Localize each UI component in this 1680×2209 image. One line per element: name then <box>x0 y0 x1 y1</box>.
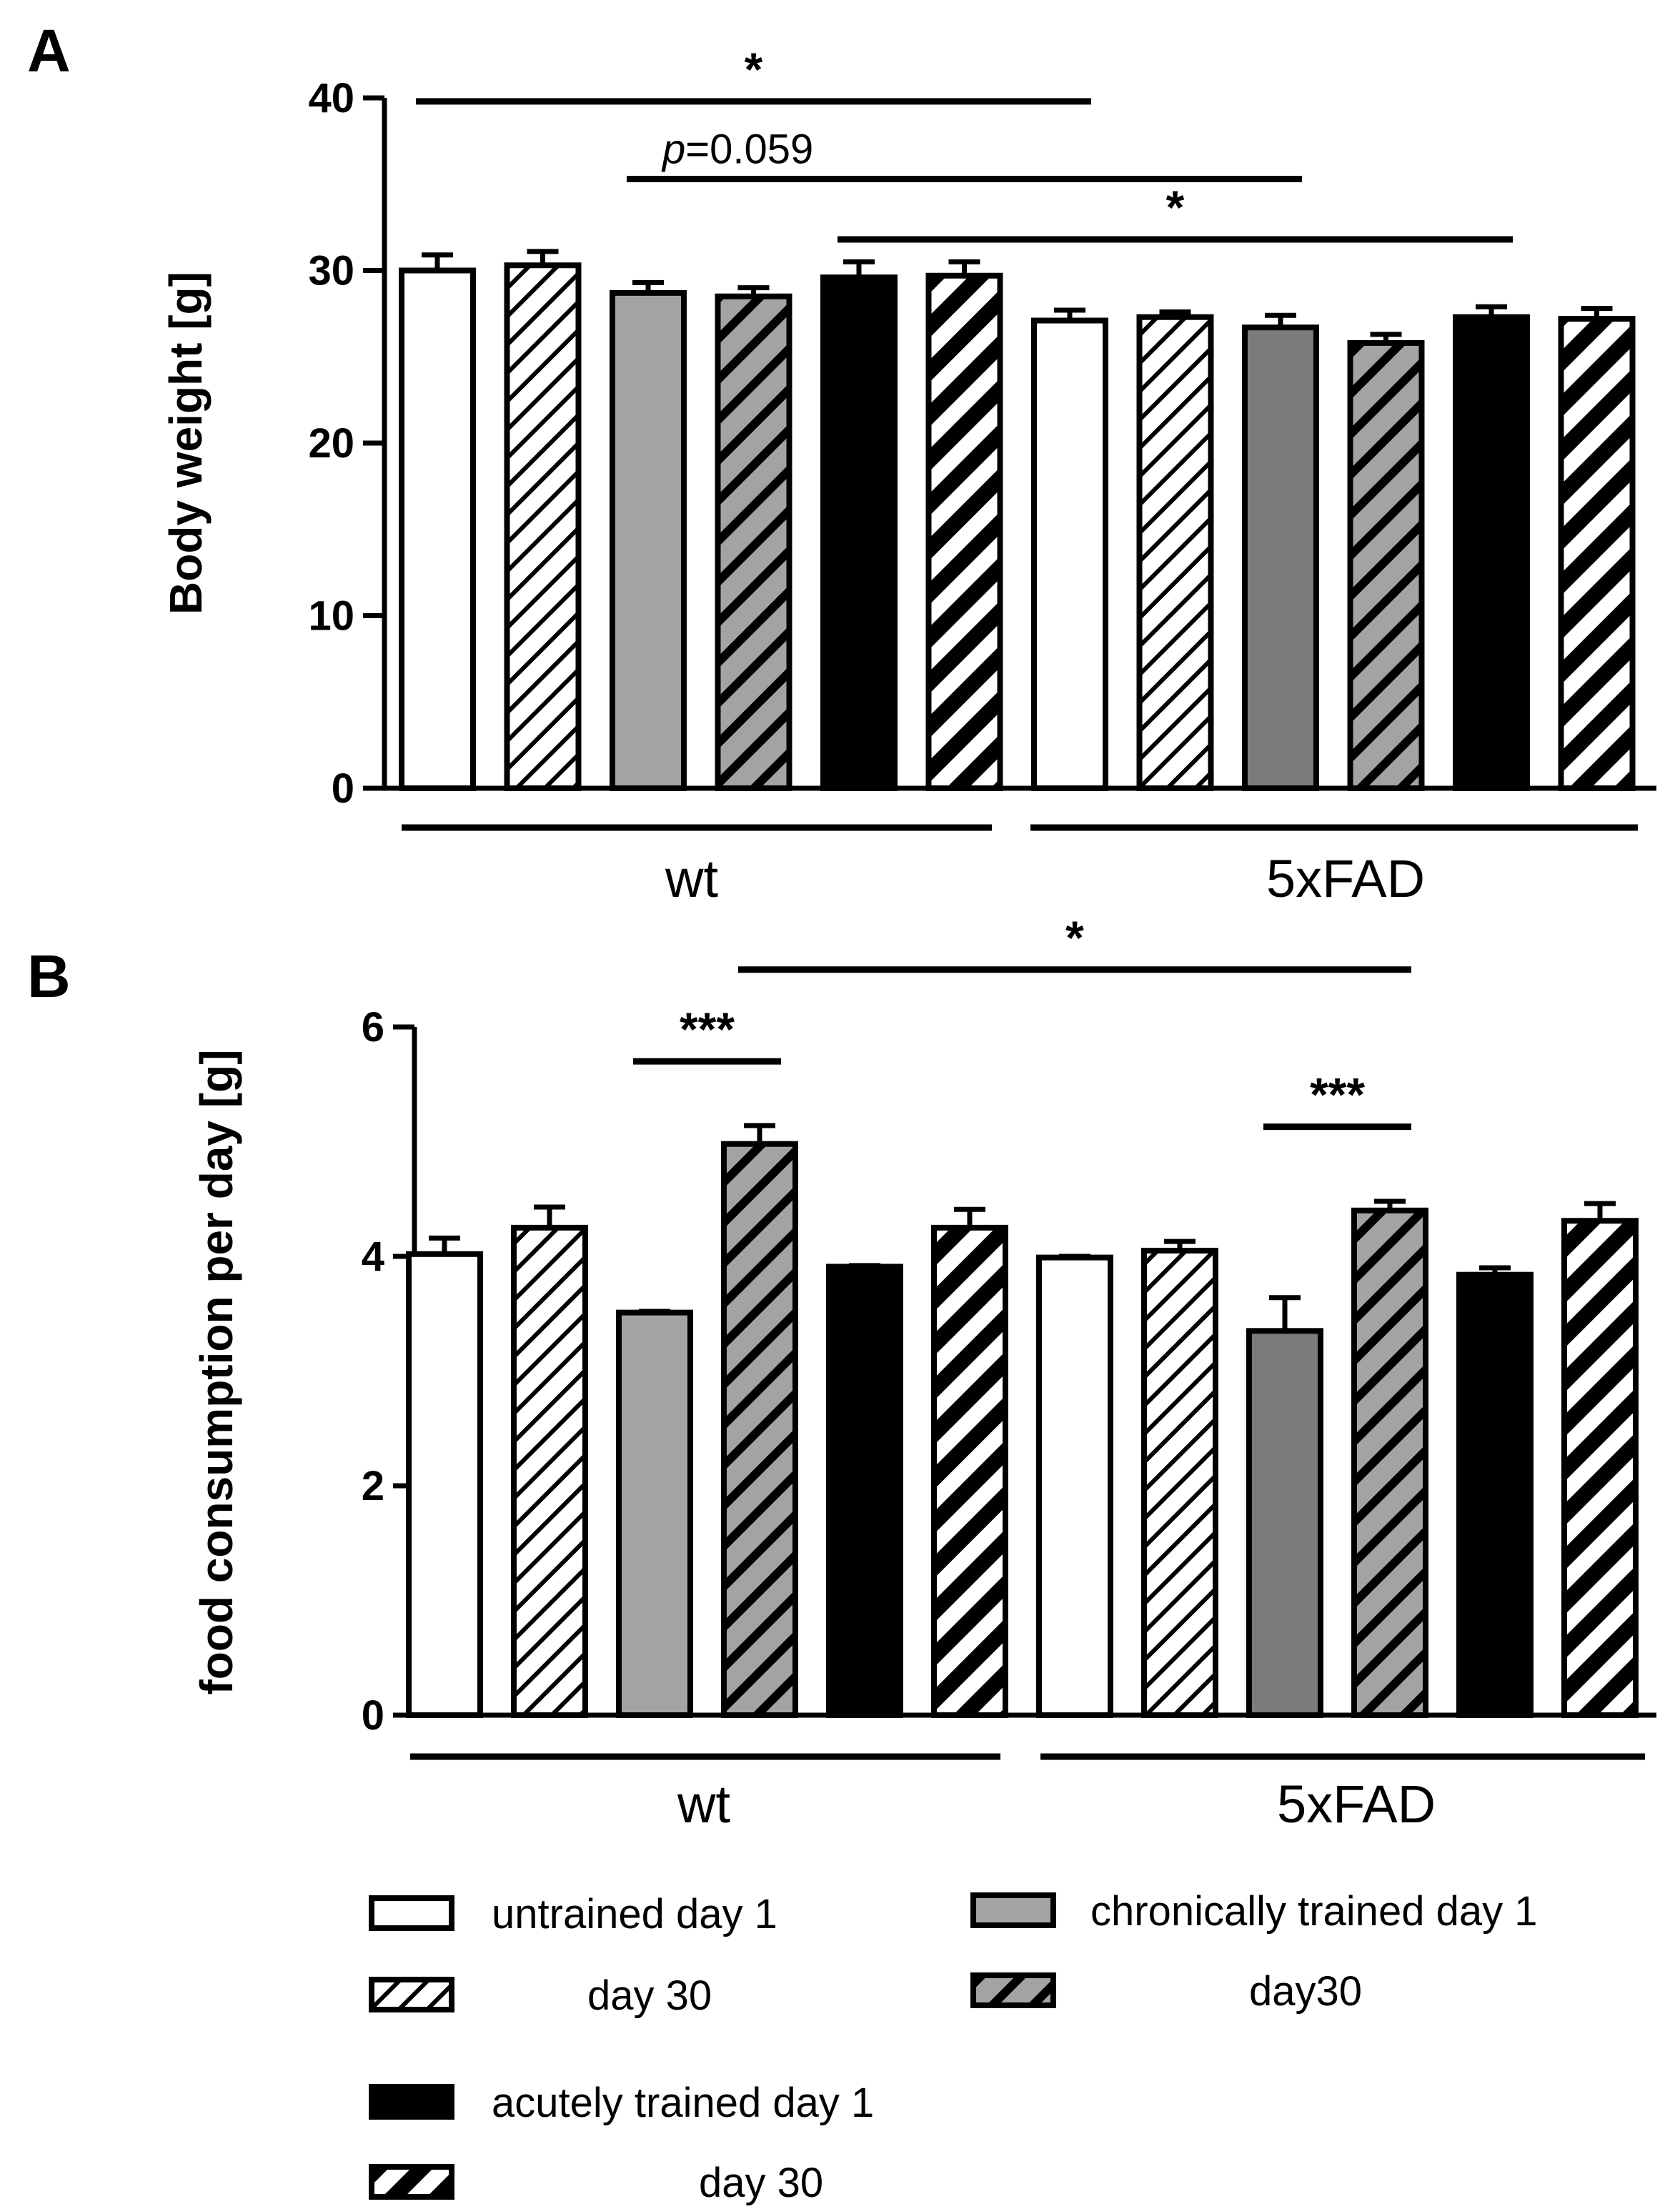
bar-wt-untrained-day-30 <box>504 249 582 791</box>
group-label-5xfad: 5xFAD <box>1277 1774 1436 1834</box>
bar-5xfad-acutely-trained-day-1-rect <box>1453 314 1530 791</box>
y-tick-label-30: 30 <box>308 248 354 294</box>
bar-5xfad-acutely-trained-day-30-rect <box>1558 316 1636 791</box>
legend: untrained day 1 day 30 acutely trained d… <box>369 1888 1537 2206</box>
group-label-5xfad: 5xFAD <box>1266 849 1425 908</box>
bar-wt-chronically-trained-day30 <box>721 1123 798 1718</box>
bar-wt-chronically-trained-day30 <box>715 285 792 792</box>
legend-swatch-untrained-day-30 <box>369 1977 454 2012</box>
bar-wt-acutely-trained-day-1 <box>826 1263 903 1718</box>
bar-5xfad-chronically-trained-day30-rect <box>1351 1207 1428 1719</box>
bar-wt-acutely-trained-day-1-rect <box>820 274 898 792</box>
y-tick-label-0: 0 <box>362 1692 384 1739</box>
y-tick-label-0: 0 <box>332 765 354 812</box>
significance-label-0: *** <box>680 1003 735 1056</box>
panel-a-groups: wt 5xFAD <box>402 824 1638 908</box>
bar-wt-acutely-trained-day-30-rect <box>931 1224 1008 1718</box>
panel-a-bars <box>399 249 1636 792</box>
group-label-wt: wt <box>665 849 718 908</box>
significance-label-1: * <box>1065 911 1084 964</box>
bar-5xfad-acutely-trained-day-30 <box>1558 306 1636 791</box>
panel-a-label: A <box>27 17 71 84</box>
legend-swatch-chronically-trained-day30 <box>970 1972 1056 2008</box>
significance-label-2: *** <box>1310 1068 1365 1121</box>
panel-b-significance: ******* <box>633 911 1411 1131</box>
bar-wt-untrained-day-1 <box>406 1235 483 1719</box>
legend-swatch-acutely-trained-day-30 <box>369 2164 454 2200</box>
legend-swatch-chronically-trained-day-1 <box>970 1892 1056 1928</box>
legend-label-chronically-trained-day-1: chronically trained day 1 <box>1090 1888 1537 1935</box>
bar-wt-chronically-trained-day-1 <box>616 1309 693 1718</box>
legend-label-untrained-day-30: day 30 <box>587 1972 712 2019</box>
bar-5xfad-untrained-day-1 <box>1036 1254 1113 1718</box>
panel-b-label: B <box>27 943 71 1010</box>
bar-5xfad-acutely-trained-day-1-rect <box>1456 1271 1534 1719</box>
bar-5xfad-untrained-day-1-rect <box>1031 317 1108 792</box>
bar-5xfad-chronically-trained-day-1-rect <box>1246 1328 1323 1718</box>
y-tick-label-6: 6 <box>362 1004 384 1051</box>
bar-5xfad-chronically-trained-day30 <box>1351 1198 1428 1719</box>
panel-a-significance: * p=0.059 * <box>416 43 1513 243</box>
bar-5xfad-chronically-trained-day30 <box>1347 332 1425 791</box>
bar-wt-untrained-day-30 <box>511 1204 588 1718</box>
significance-label-0: * <box>745 43 763 96</box>
bar-wt-untrained-day-1-rect <box>406 1251 483 1719</box>
bar-5xfad-untrained-day-30-rect <box>1141 1247 1218 1718</box>
legend-label-chronically-trained-day30: day30 <box>1249 1968 1362 2015</box>
panel-a-y-axis-label: Body weight [g] <box>160 272 212 615</box>
bar-5xfad-acutely-trained-day-30-rect <box>1561 1218 1639 1718</box>
y-tick-label-10: 10 <box>308 593 354 640</box>
bar-wt-acutely-trained-day-1 <box>820 259 898 792</box>
bar-wt-chronically-trained-day30-rect <box>715 293 792 792</box>
bar-5xfad-chronically-trained-day30-rect <box>1347 339 1425 791</box>
panel-a: A Body weight [g] 0 10 20 30 40 * p=0.059 * wt… <box>27 17 1656 908</box>
bar-5xfad-untrained-day-30 <box>1136 309 1214 791</box>
panel-a-axes: 0 10 20 30 40 <box>308 75 1656 812</box>
bar-5xfad-chronically-trained-day-1-rect <box>1242 324 1319 791</box>
bar-5xfad-acutely-trained-day-1 <box>1453 304 1530 791</box>
legend-swatch-untrained-day-1 <box>369 1895 454 1931</box>
bar-wt-acutely-trained-day-30-rect <box>925 272 1003 791</box>
bar-wt-acutely-trained-day-30 <box>925 259 1003 791</box>
bar-wt-acutely-trained-day-30 <box>931 1206 1008 1718</box>
bar-wt-untrained-day-1-rect <box>399 267 476 791</box>
panel-b-bars <box>406 1123 1639 1719</box>
bar-wt-untrained-day-30-rect <box>511 1224 588 1718</box>
legend-label-acutely-trained-day-1: acutely trained day 1 <box>492 2080 874 2126</box>
legend-label-acutely-trained-day-30: day 30 <box>699 2160 823 2206</box>
y-tick-label-40: 40 <box>308 75 354 121</box>
bar-wt-untrained-day-1 <box>399 252 476 791</box>
y-tick-label-20: 20 <box>308 420 354 467</box>
bar-wt-chronically-trained-day30-rect <box>721 1141 798 1718</box>
bar-wt-untrained-day-30-rect <box>504 262 582 791</box>
bar-wt-chronically-trained-day-1-rect <box>610 289 687 791</box>
legend-swatch-acutely-trained-day-1 <box>369 2084 454 2120</box>
y-tick-label-2: 2 <box>362 1463 384 1509</box>
significance-label-2: * <box>1166 181 1185 234</box>
group-label-wt: wt <box>677 1774 730 1834</box>
legend-label-untrained-day-1: untrained day 1 <box>492 1891 777 1937</box>
bar-wt-chronically-trained-day-1 <box>610 279 687 791</box>
bar-5xfad-untrained-day-30-rect <box>1136 314 1214 791</box>
bar-wt-acutely-trained-day-1-rect <box>826 1264 903 1718</box>
bar-5xfad-untrained-day-1 <box>1031 307 1108 792</box>
bar-5xfad-untrained-day-30 <box>1141 1238 1218 1718</box>
bar-5xfad-acutely-trained-day-30 <box>1561 1201 1639 1718</box>
bar-5xfad-untrained-day-1-rect <box>1036 1254 1113 1718</box>
bar-wt-chronically-trained-day-1-rect <box>616 1309 693 1718</box>
bar-5xfad-acutely-trained-day-1 <box>1456 1265 1534 1719</box>
y-tick-label-4: 4 <box>362 1233 384 1280</box>
significance-label-1: p=0.059 <box>661 126 813 173</box>
bar-5xfad-chronically-trained-day-1 <box>1242 312 1319 791</box>
bar-5xfad-chronically-trained-day-1 <box>1246 1295 1323 1718</box>
panel-b-y-axis-label: food consumption per day [g] <box>191 1049 242 1694</box>
panel-b-groups: wt 5xFAD <box>410 1753 1645 1834</box>
